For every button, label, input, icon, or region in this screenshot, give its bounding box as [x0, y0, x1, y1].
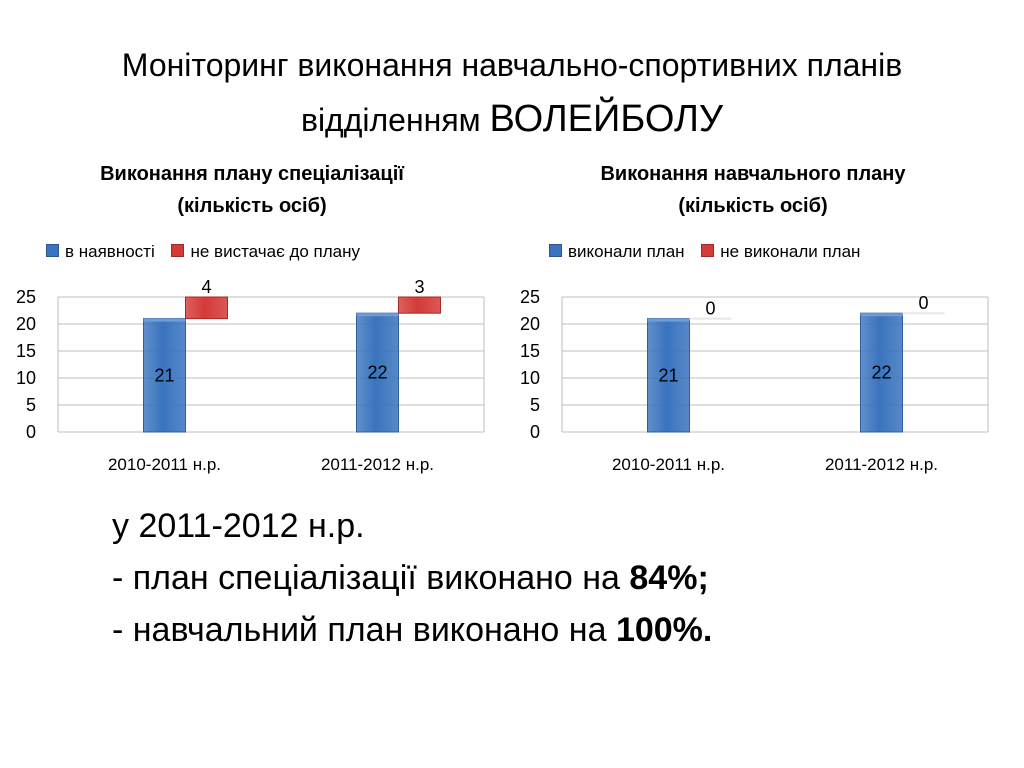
chart2-title-line1: Виконання навчального плану: [600, 163, 906, 185]
bar-completed: [860, 312, 903, 433]
bar-available: [356, 312, 399, 433]
y-tick-label: 25: [520, 287, 540, 307]
y-tick-label: 20: [16, 314, 36, 334]
slide-title-sport: ВОЛЕЙБОЛУ: [489, 98, 724, 140]
chart2-legend: виконали план не виконали план: [549, 242, 872, 262]
summary-line3-text: - навчальний план виконано на: [112, 611, 616, 649]
chart2-plot: 0 5 10 15 20 25 21 0 2010-2011 н.р. 22 0 2011-2012 …: [520, 287, 989, 474]
bar-data-label: 0: [705, 299, 715, 319]
legend-swatch-blue: [549, 244, 562, 257]
legend-item-completed: виконали план: [549, 242, 685, 262]
legend-swatch-red: [701, 244, 715, 257]
chart1-legend: в наявності не вистачає до плану: [46, 242, 372, 262]
x-category-label: 2011-2012 н.р.: [825, 455, 938, 474]
legend-label-not-completed: не виконали план: [720, 242, 861, 261]
y-tick-label: 20: [520, 314, 540, 334]
bar-data-label: 21: [658, 365, 678, 385]
legend-swatch-blue: [46, 244, 59, 257]
summary: у 2011-2012 н.р. - план спеціалізації ви…: [112, 500, 712, 656]
y-tick-label: 5: [530, 395, 540, 415]
bar-top-highlight: [647, 318, 690, 322]
y-tick-label: 15: [16, 341, 36, 361]
y-tick-label: 0: [530, 422, 540, 442]
y-tick-label: 10: [520, 368, 540, 388]
legend-item-not-completed: не виконали план: [701, 242, 860, 262]
bar-top-highlight: [143, 318, 186, 322]
bar-top-highlight: [860, 313, 903, 317]
y-tick-label: 5: [26, 395, 36, 415]
y-tick-label: 0: [26, 422, 36, 442]
x-category-label: 2011-2012 н.р.: [321, 455, 434, 474]
summary-line3: - навчальний план виконано на 100%.: [112, 604, 712, 656]
chart1-title-line2: (кількість осіб): [177, 195, 327, 217]
legend-item-available: в наявності: [46, 242, 155, 262]
bar-shortfall: [398, 296, 441, 314]
bar-top-highlight: [356, 313, 399, 317]
chart1-plot: 0 5 10 15 20 25 21 4 2010-2011 н.р. 22 3 2011-2012 …: [16, 277, 485, 474]
summary-line1: у 2011-2012 н.р.: [112, 507, 365, 545]
chart1-title-line1: Виконання плану спеціалізації: [100, 163, 404, 185]
y-tick-label: 10: [16, 368, 36, 388]
bar-data-label: 22: [871, 363, 891, 383]
legend-label-completed: виконали план: [568, 242, 685, 261]
summary-line2-text: - план спеціалізації виконано на: [112, 559, 630, 597]
y-tick-label: 25: [16, 287, 36, 307]
slide-title: Моніторинг виконання навчально-спортивни…: [40, 38, 984, 147]
x-category-label: 2010-2011 н.р.: [108, 455, 221, 474]
slide-title-line2: відділенням ВОЛЕЙБОЛУ: [40, 92, 984, 147]
bar-data-label: 22: [367, 363, 387, 383]
chart2-title-line2: (кількість осіб): [678, 195, 828, 217]
legend-label-available: в наявності: [65, 242, 155, 261]
legend-label-shortfall: не вистачає до плану: [190, 242, 361, 261]
bar-completed: [647, 318, 690, 433]
y-tick-label: 15: [520, 341, 540, 361]
chart2-title: Виконання навчального плану (кількість о…: [533, 158, 973, 222]
bar-data-label: 3: [414, 277, 424, 297]
bar-data-label: 21: [154, 365, 174, 385]
chart1-title: Виконання плану спеціалізації (кількість…: [32, 158, 472, 222]
bar-available: [143, 318, 186, 433]
slide-title-line1: Моніторинг виконання навчально-спортивни…: [121, 47, 903, 83]
slide-title-prefix: відділенням: [300, 102, 481, 138]
bar-shortfall: [185, 296, 228, 320]
legend-swatch-red: [171, 244, 185, 257]
bar-data-label: 4: [201, 277, 211, 297]
bar-data-label: 0: [918, 293, 928, 313]
x-category-label: 2010-2011 н.р.: [612, 455, 725, 474]
legend-item-shortfall: не вистачає до плану: [171, 242, 360, 262]
summary-line2-value: 84%;: [629, 559, 709, 597]
summary-line3-value: 100%.: [615, 611, 713, 649]
summary-line2: - план спеціалізації виконано на 84%;: [112, 552, 712, 604]
